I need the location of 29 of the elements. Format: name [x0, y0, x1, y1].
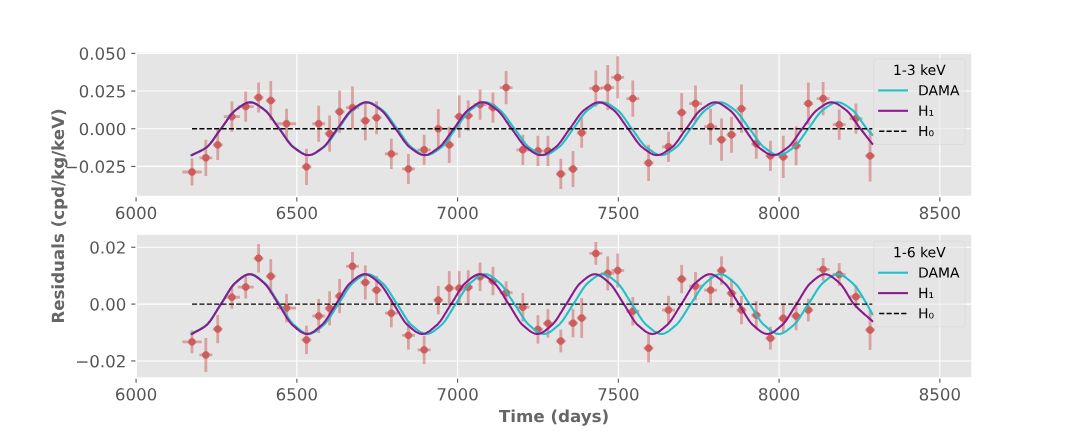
x-tick-label: 7500: [598, 206, 639, 220]
x-tick-label: 6000: [116, 388, 157, 401]
x-tick-label: 7500: [598, 388, 639, 401]
y-axis-title: Residuals (cpd/kg/keV): [51, 109, 68, 323]
y-tick-label: 0.000: [79, 122, 126, 136]
legend-label: DAMA: [919, 267, 960, 278]
legend-title: 1-6 keV: [894, 246, 946, 258]
legend-label: DAMA: [919, 85, 960, 96]
x-tick-label: 8500: [919, 206, 960, 220]
y-tick-label: 0.050: [79, 47, 126, 60]
x-tick-label: 6500: [276, 206, 317, 220]
x-tick-label: 8000: [759, 206, 800, 220]
x-axis-title: Time (days): [499, 409, 608, 426]
y-tick-label: 0.02: [90, 241, 125, 254]
x-tick-label: 7000: [437, 388, 478, 401]
legend-label: H₁: [919, 287, 934, 299]
legend-label: H₀: [919, 308, 934, 319]
legend-label: H₁: [919, 105, 934, 116]
x-tick-label: 6500: [276, 388, 317, 401]
y-tick-label: −0.02: [77, 354, 125, 368]
x-tick-label: 7000: [437, 206, 478, 220]
x-tick-label: 6000: [116, 206, 157, 220]
y-tick-label: −0.025: [66, 160, 125, 173]
legend-label: H₀: [919, 125, 934, 137]
y-tick-label: 0.025: [79, 85, 125, 98]
y-tick-label: 0.00: [90, 298, 126, 311]
x-tick-label: 8000: [759, 388, 800, 401]
legend-title: 1-3 keV: [894, 64, 946, 76]
x-tick-label: 8500: [919, 388, 960, 401]
